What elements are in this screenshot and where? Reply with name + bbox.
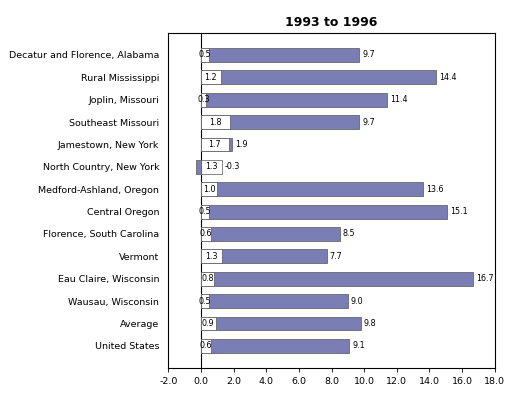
Text: 0.5: 0.5 [199,297,211,306]
Text: 1.7: 1.7 [208,140,221,149]
Text: 16.7: 16.7 [475,274,493,283]
Bar [201,249,222,263]
Bar [201,182,422,196]
Text: 9.7: 9.7 [361,117,374,126]
Bar [201,227,210,241]
Bar [201,294,347,308]
Text: 0.6: 0.6 [199,229,212,238]
Text: -0.3: -0.3 [224,162,240,171]
Bar [201,70,435,84]
Bar [201,317,360,330]
Text: 1.3: 1.3 [205,252,217,261]
Text: 9.0: 9.0 [350,297,363,306]
Bar [201,339,349,353]
Bar [201,93,386,107]
Bar [201,115,358,129]
Text: 9.8: 9.8 [363,319,376,328]
Bar [201,137,232,151]
Text: 13.6: 13.6 [425,185,442,194]
Bar [201,93,206,107]
Bar [201,339,210,353]
Bar [201,317,215,330]
Text: 9.1: 9.1 [352,342,364,351]
Text: 7.7: 7.7 [329,252,342,261]
Text: 14.4: 14.4 [438,73,456,82]
Bar [201,160,222,174]
Text: 15.1: 15.1 [449,207,467,216]
Bar [201,137,228,151]
Text: 0.9: 0.9 [202,319,214,328]
Text: 1.8: 1.8 [209,117,221,126]
Text: 8.5: 8.5 [342,229,355,238]
Bar [201,182,217,196]
Bar [201,70,220,84]
Bar [201,115,230,129]
Bar [201,272,214,286]
Bar [201,294,209,308]
Bar [195,160,201,174]
Title: 1993 to 1996: 1993 to 1996 [285,16,377,29]
Text: 0.5: 0.5 [199,207,211,216]
Text: 1.3: 1.3 [205,162,217,171]
Text: 1.9: 1.9 [235,140,247,149]
Text: 1.0: 1.0 [203,185,215,194]
Bar [201,48,209,62]
Bar [201,227,339,241]
Bar [201,272,472,286]
Text: 0.5: 0.5 [199,50,211,59]
Bar [201,249,326,263]
Text: 1.2: 1.2 [204,73,217,82]
Bar [201,204,209,218]
Text: 0.3: 0.3 [197,95,209,104]
Bar [201,48,358,62]
Bar [201,204,446,218]
Text: 0.8: 0.8 [201,274,213,283]
Text: 11.4: 11.4 [389,95,407,104]
Text: 0.6: 0.6 [199,342,212,351]
Text: 9.7: 9.7 [361,50,374,59]
